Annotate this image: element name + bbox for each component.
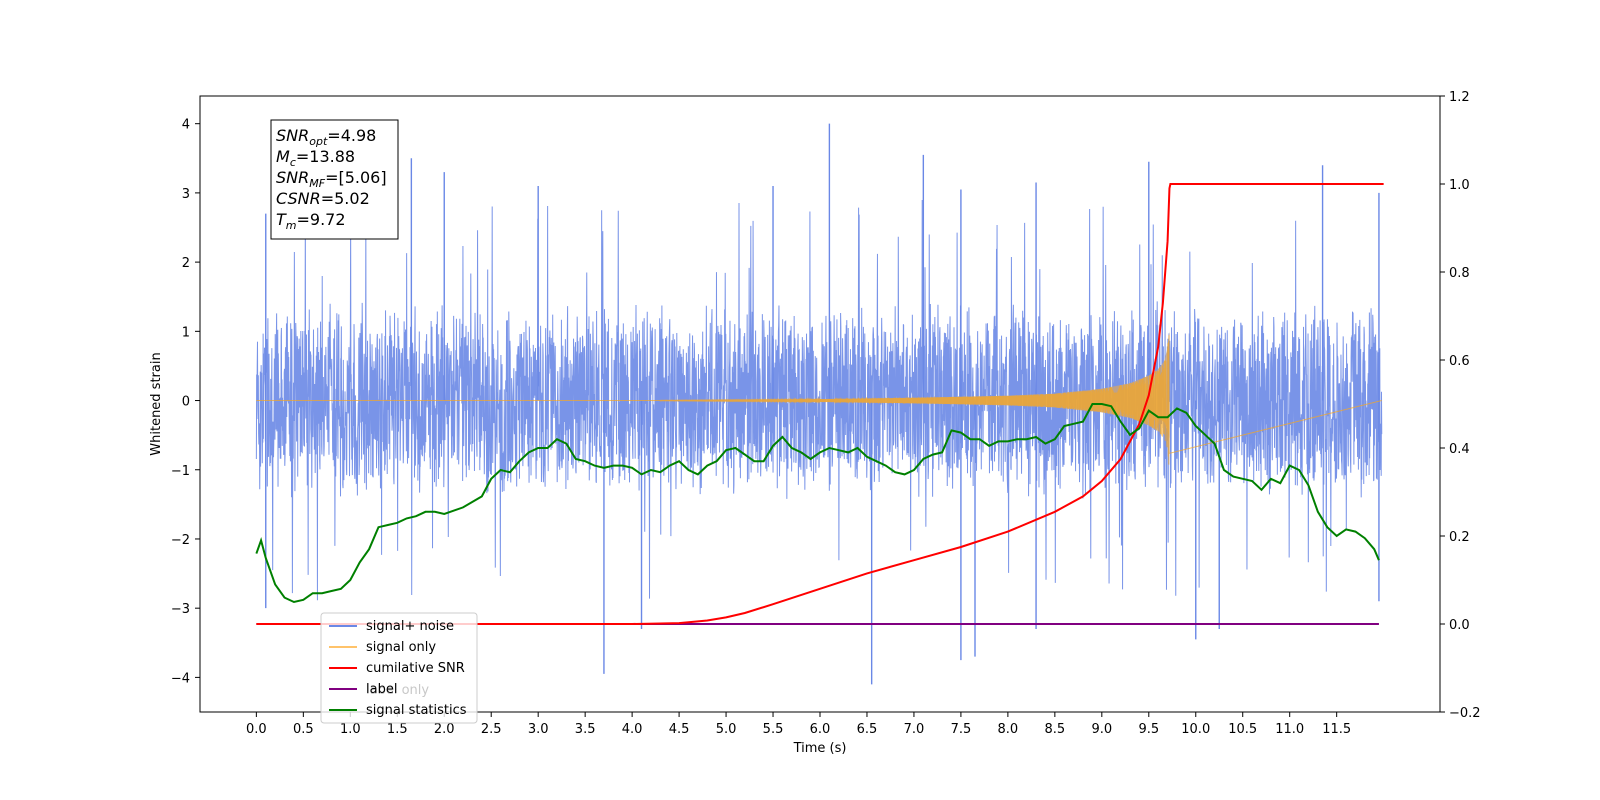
x-tick-label: 9.5 (1138, 722, 1159, 737)
x-tick-label: 5.5 (763, 722, 784, 737)
y2-tick-label: 0.2 (1449, 530, 1470, 545)
y2-tick-label: −0.2 (1449, 706, 1481, 721)
y-tick-label: 1 (182, 325, 190, 340)
legend-label: signal only (366, 640, 436, 655)
y2-tick-label: 1.0 (1449, 178, 1470, 193)
y-tick-label: −1 (171, 464, 190, 479)
series-signal-only (256, 335, 1382, 465)
legend-frame (320, 612, 478, 724)
y2-tick-label: 1.2 (1449, 90, 1470, 105)
x-tick-label: 7.5 (951, 722, 972, 737)
x-tick-label: 0.5 (293, 722, 314, 737)
series-layer (255, 123, 1384, 685)
y-tick-label: −2 (171, 533, 190, 548)
x-tick-label: 11.5 (1322, 722, 1351, 737)
y-tick-label: 3 (182, 187, 190, 202)
x-tick-label: 1.0 (340, 722, 361, 737)
x-tick-label: 4.0 (622, 722, 643, 737)
legend: label only signal+ noise signal only cumila… (320, 612, 478, 724)
x-tick-label: 3.0 (528, 722, 549, 737)
series-cumulative-snr (256, 183, 1384, 625)
y-tick-label: 2 (182, 256, 190, 271)
y-tick-label: −3 (171, 602, 190, 617)
x-axis: 0.0 0.5 1.0 1.5 2.0 2.5 3.0 3.5 4.0 4.5 5.0 5.5 6.0 6… (246, 712, 1351, 737)
y2-tick-label: 0.4 (1449, 442, 1470, 457)
legend-ghost-text: label only (366, 683, 429, 698)
series-signal-noise (255, 199, 1383, 601)
y-tick-label: 4 (182, 118, 190, 133)
x-tick-label: 0.0 (246, 722, 267, 737)
y2-tick-label: 0.0 (1449, 618, 1470, 633)
y2-tick-label: 0.6 (1449, 354, 1470, 369)
x-tick-label: 11.0 (1275, 722, 1304, 737)
x-tick-label: 2.0 (434, 722, 455, 737)
x-tick-label: 6.5 (857, 722, 878, 737)
y-axis-left: −4 −3 −2 −1 0 1 2 3 4 (171, 118, 200, 686)
x-tick-label: 1.5 (387, 722, 408, 737)
legend-label: signal+ noise (366, 619, 454, 634)
y-tick-label: −4 (171, 671, 190, 686)
x-tick-label: 5.0 (716, 722, 737, 737)
x-tick-label: 6.0 (810, 722, 831, 737)
x-tick-label: 4.5 (669, 722, 690, 737)
legend-label: label (366, 682, 397, 697)
y-tick-label: 0 (182, 395, 190, 410)
x-tick-label: 8.5 (1045, 722, 1066, 737)
x-tick-label: 2.5 (481, 722, 502, 737)
y2-tick-label: 0.8 (1449, 266, 1470, 281)
legend-label: signal statistics (366, 703, 467, 718)
annotation-frame (270, 119, 399, 240)
x-axis-label: Time (s) (793, 741, 847, 756)
annotation-line: SNRopt=4.98 (276, 126, 376, 148)
x-tick-label: 7.0 (904, 722, 925, 737)
x-tick-label: 10.5 (1228, 722, 1257, 737)
annotation-line: CSNR=5.02 (276, 189, 370, 208)
x-tick-label: 3.5 (575, 722, 596, 737)
annotation-box: SNRopt=4.98Mc=13.88SNRMF=[5.06]CSNR=5.02… (270, 119, 399, 240)
annotation-line: SNRMF=[5.06] (276, 168, 387, 190)
y-axis-right: −0.2 0.0 0.2 0.4 0.6 0.8 1.0 1.2 (1440, 90, 1481, 721)
legend-label: cumilative SNR (366, 661, 465, 676)
y-axis-label: Whitened strain (149, 352, 164, 455)
series-signal-statistics (255, 403, 1380, 604)
x-tick-label: 9.0 (1091, 722, 1112, 737)
annotation-line: Mc=13.88 (276, 147, 355, 169)
x-tick-label: 8.0 (998, 722, 1019, 737)
annotation-line: Tm=9.72 (276, 210, 346, 232)
x-tick-label: 10.0 (1181, 722, 1210, 737)
